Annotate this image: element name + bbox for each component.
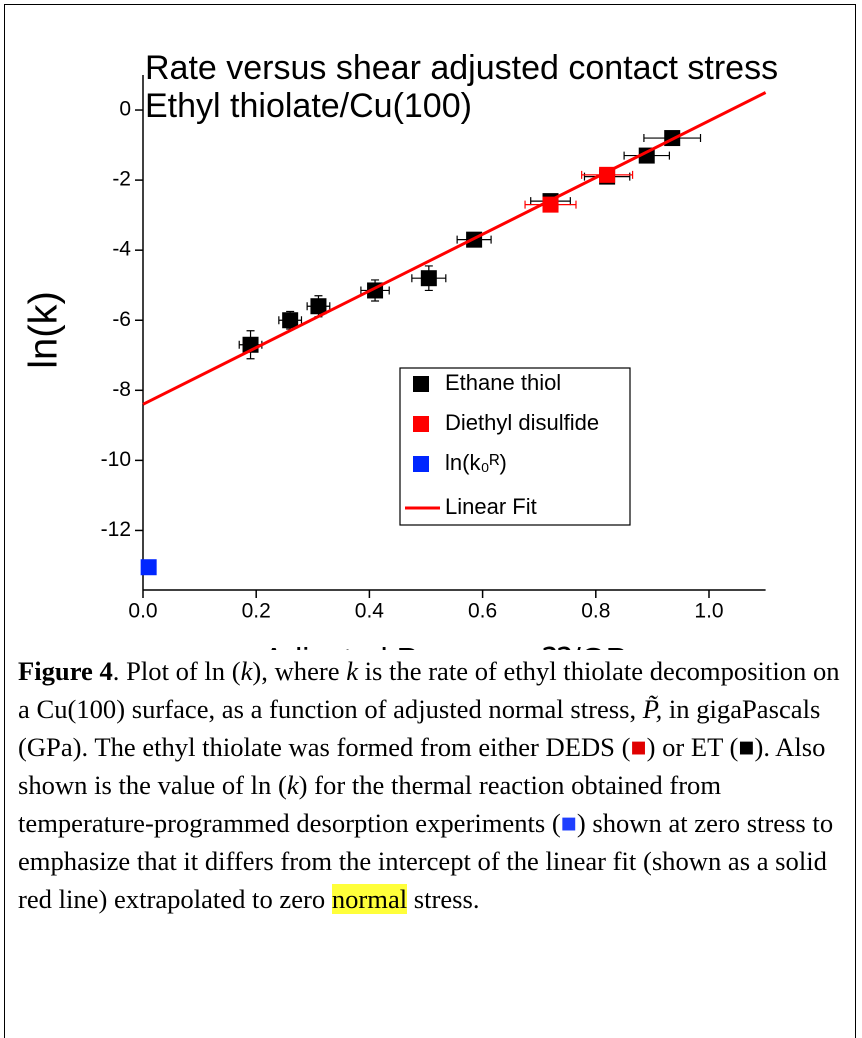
caption-text: ) for the thermal reaction obtained from…: [18, 770, 722, 838]
legend-label: Diethyl disulfide: [445, 410, 599, 435]
x-tick-label: 0.8: [581, 600, 610, 623]
y-tick-label: -12: [101, 518, 131, 541]
marker: [140, 559, 157, 576]
caption-text: in gigaPascals (GPa). The ethyl thiolate…: [18, 694, 821, 762]
frame: [4, 4, 856, 1038]
caption: Figure 4. Plot of ln (k), where k is the…: [18, 652, 846, 918]
fit-line: [142, 91, 767, 406]
caption-highlight: normal: [331, 884, 408, 914]
x-tick-label: 0.2: [242, 600, 271, 623]
legend-label: Linear Fit: [445, 494, 537, 519]
marker: [282, 312, 299, 329]
y-tick-label: -6: [112, 308, 131, 331]
legend-box: [399, 367, 631, 526]
legend-marker: [413, 376, 429, 392]
caption-text: . Plot of ln (: [112, 656, 241, 686]
caption-symbol: ■: [560, 808, 577, 838]
x-axis-label: Adjusted Pressure, ⁇/GPa: [263, 641, 645, 650]
x-tick-label: 0.4: [355, 600, 385, 623]
chart-title: Rate versus shear adjusted contact stres…: [145, 49, 778, 87]
y-tick-label: -8: [112, 378, 131, 401]
chart-subtitle: Ethyl thiolate/Cu(100): [145, 87, 472, 125]
y-axis-label: ln(k): [22, 291, 66, 369]
y-tick-label: 0: [119, 98, 131, 121]
caption-text: stress.: [407, 884, 480, 914]
caption-text: Figure 4: [18, 656, 113, 686]
caption-text: is the rate of ethyl thiolate decomposit…: [18, 656, 840, 724]
caption-text: ). Also shown is the value of ln (: [18, 732, 826, 800]
legend-marker: [413, 456, 429, 472]
caption-text: k: [286, 770, 299, 800]
chart: Rate versus shear adjusted contact stres…: [22, 49, 779, 650]
marker: [420, 270, 437, 287]
legend-marker: [413, 416, 429, 432]
marker: [310, 298, 327, 315]
caption-text: ) shown at zero stress to emphasize that…: [18, 808, 834, 914]
caption-symbol: ■: [738, 732, 755, 762]
legend-label: Ethane thiol: [445, 370, 561, 395]
y-tick-label: -10: [101, 448, 131, 471]
legend-label: ln(k₀ᴿ): [445, 450, 507, 475]
x-tick-label: 0.6: [468, 600, 497, 623]
caption-text: P̃,: [642, 694, 663, 724]
caption-text: ), where: [252, 656, 347, 686]
x-tick-label: 0.0: [128, 600, 157, 623]
caption-text: k: [240, 656, 253, 686]
y-tick-label: -4: [112, 238, 131, 261]
caption-text: k: [346, 656, 359, 686]
caption-symbol: ■: [630, 732, 647, 762]
x-tick-label: 1.0: [694, 600, 723, 623]
caption-text: ) or ET (: [646, 732, 739, 762]
y-tick-label: -2: [112, 168, 131, 191]
